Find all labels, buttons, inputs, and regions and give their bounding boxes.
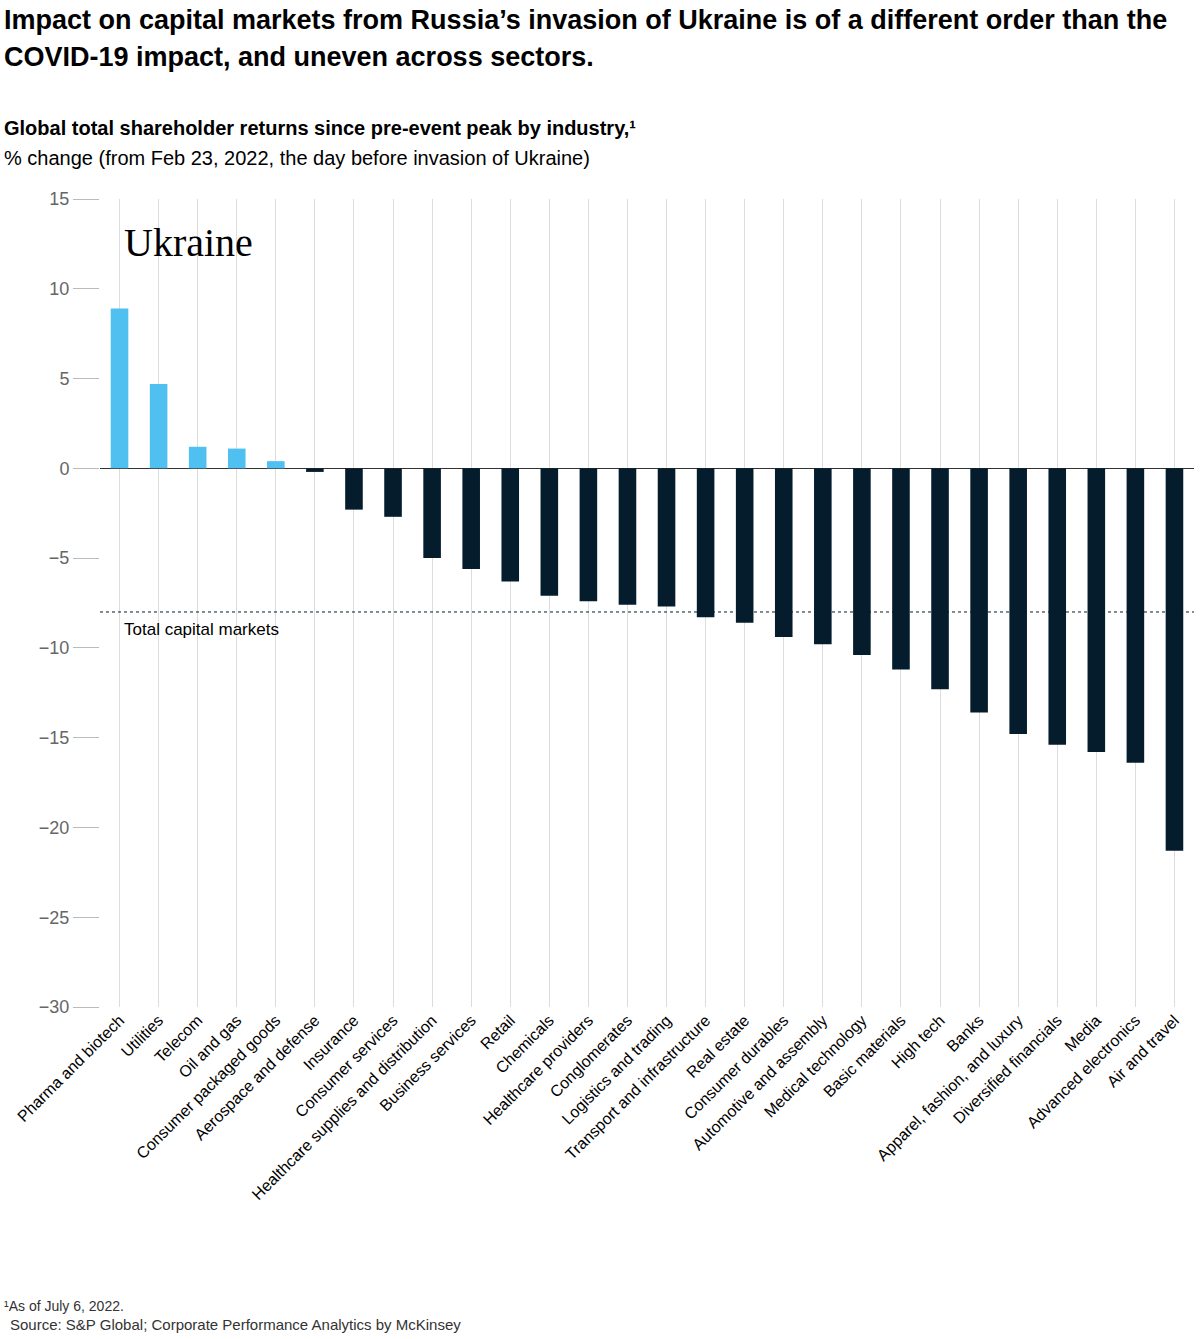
html-text:Global total shareholder retur: Global total shareholder returns since p… [4,117,636,139]
html-text:% change (from Feb 23, 2022, t: % change (from Feb 23, 2022, the day bef… [4,147,590,169]
svg-text:Conglomerates: Conglomerates [546,1012,635,1101]
svg-text:Real estate: Real estate [683,1012,752,1081]
svg-text:Apparel, fashion, and luxury: Apparel, fashion, and luxury [874,1012,1026,1164]
svg-text:Pharma and biotech: Pharma and biotech [14,1012,127,1125]
svg-text:Media: Media [1061,1012,1104,1055]
svg-text:Basic materials: Basic materials [820,1012,909,1101]
svg-text:10: 10 [49,279,69,299]
svg-text:−30: −30 [39,997,70,1017]
svg-text:Medical technology: Medical technology [761,1012,870,1121]
svg-text:Transport and infrastructure: Transport and infrastructure [562,1012,713,1163]
svg-text:Logistics and trading: Logistics and trading [559,1012,675,1128]
svg-text:−25: −25 [39,908,70,928]
svg-text:−5: −5 [49,548,70,568]
svg-text:Retail: Retail [477,1012,518,1053]
svg-text:Ukraine: Ukraine [124,220,253,265]
svg-text:Total capital markets: Total capital markets [124,620,279,639]
svg-text:Consumer packaged goods: Consumer packaged goods [133,1012,283,1162]
svg-text:Oil and gas: Oil and gas [175,1012,244,1081]
svg-text:5: 5 [59,369,69,389]
svg-text:Advanced electronics: Advanced electronics [1024,1012,1144,1132]
svg-text:Banks: Banks [943,1012,986,1055]
svg-text:−20: −20 [39,818,70,838]
svg-text:High tech: High tech [888,1012,948,1072]
svg-text:−10: −10 [39,638,70,658]
svg-text:0: 0 [59,459,69,479]
svg-text:Healthcare supplies and distri: Healthcare supplies and distribution [249,1012,440,1203]
html-text:Impact on capital markets from: Impact on capital markets from Russia’s … [4,5,1168,72]
svg-text:Air and travel: Air and travel [1104,1012,1183,1091]
svg-text:Business services: Business services [376,1012,479,1115]
svg-text:Insurance: Insurance [300,1012,362,1074]
svg-text:Aerospace and defense: Aerospace and defense [191,1012,323,1144]
svg-text:Healthcare providers: Healthcare providers [480,1012,596,1128]
svg-text:Diversified financials: Diversified financials [950,1012,1065,1127]
svg-text:Chemicals: Chemicals [492,1012,557,1077]
svg-text:Telecom: Telecom [151,1012,205,1066]
svg-text:Consumer durables: Consumer durables [681,1012,792,1123]
svg-text:15: 15 [49,189,69,209]
svg-text:−15: −15 [39,728,70,748]
svg-text:Utilities: Utilities [118,1012,166,1060]
html-text:Source: S&P Global; Corporate: Source: S&P Global; Corporate Performanc… [10,1316,461,1333]
html-text:¹As of July 6, 2022.: ¹As of July 6, 2022. [4,1298,124,1314]
svg-text:Automotive and assembly: Automotive and assembly [689,1012,831,1154]
svg-text:Consumer services: Consumer services [292,1012,401,1121]
